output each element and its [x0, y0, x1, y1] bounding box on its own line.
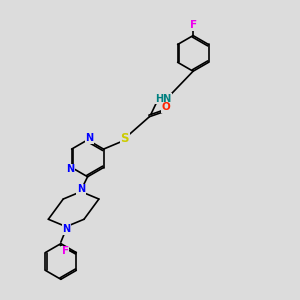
Text: F: F: [62, 246, 69, 256]
Text: S: S: [121, 132, 129, 145]
Text: N: N: [66, 164, 74, 174]
Text: N: N: [77, 184, 85, 194]
Text: HN: HN: [155, 94, 172, 104]
Text: N: N: [62, 224, 70, 234]
Text: N: N: [85, 134, 93, 143]
Text: F: F: [190, 20, 197, 31]
Text: O: O: [161, 102, 170, 112]
